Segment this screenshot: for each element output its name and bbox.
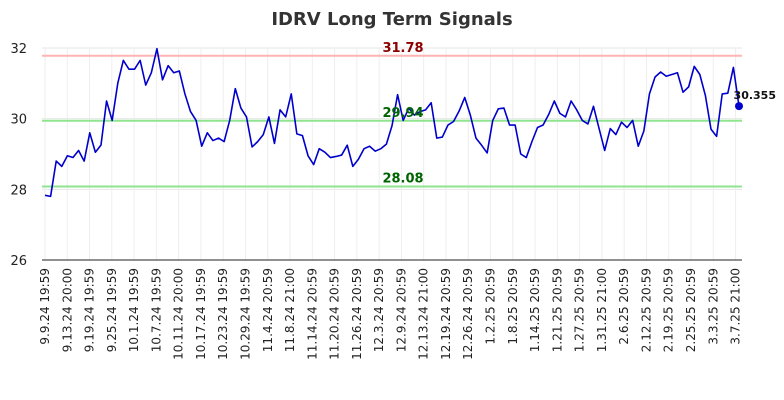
y-tick-label: 26 [10,254,27,269]
x-tick-label: 10.7.24 19:59 [149,268,163,352]
x-tick-label: 11.4.24 20:59 [261,268,275,352]
labels: 31.78 29.94 28.08 30.355 [382,41,776,187]
x-tick-label: 2.19.25 20:59 [662,268,676,352]
axes: 26 28 30 32 9.9.24 19:59 9.13.24 20:00 9.19.24… [10,42,742,360]
x-tick-label: 10.1.24 19:59 [127,268,141,352]
x-tick-label: 12.9.24 20:59 [394,268,408,352]
x-tick-label: 10.11.24 20:00 [172,268,186,360]
x-tick-label: 11.14.24 20:59 [305,268,319,360]
last-point-label: 30.355 [734,89,776,102]
reference-line-label: 31.78 [382,41,423,56]
y-tick-label: 30 [10,113,27,128]
x-tick-label: 10.17.24 19:59 [194,268,208,360]
x-tick-label: 9.25.24 19:59 [105,268,119,352]
x-tick-label: 11.26.24 20:59 [350,268,364,360]
x-tick-label: 1.8.25 20:59 [506,268,520,345]
last-point-marker [735,102,743,111]
series-line [44,47,740,198]
x-tick-label: 12.13.24 21:00 [417,268,431,360]
chart-title: IDRV Long Term Signals [271,9,512,30]
x-tick-label: 2.25.25 20:59 [684,268,698,352]
reference-lines [42,54,742,188]
x-tick-label: 2.6.25 20:59 [617,268,631,345]
x-tick-label: 3.7.25 21:00 [729,268,743,345]
y-tick-label: 32 [10,42,27,57]
x-tick-label: 11.8.24 21:00 [283,268,297,352]
x-tick-label: 1.27.25 20:59 [573,268,587,352]
series [44,47,743,198]
x-tick-label: 9.9.24 19:59 [38,268,52,345]
x-tick-label: 3.3.25 20:59 [706,268,720,345]
x-tick-label: 12.19.24 20:59 [439,268,453,360]
reference-line-label: 29.94 [382,106,423,121]
grid [42,47,742,261]
x-tick-label: 2.12.25 20:59 [639,268,653,352]
x-tick-label: 9.13.24 20:00 [60,268,74,352]
x-tick-label: 1.2.25 20:59 [484,268,498,345]
x-tick-label: 12.26.24 20:59 [461,268,475,360]
x-tick-label: 1.21.25 20:59 [550,268,564,352]
x-tick-label: 11.20.24 20:59 [328,268,342,360]
x-tick-label: 10.29.24 19:59 [238,268,252,360]
x-tick-label: 9.19.24 19:59 [83,268,97,352]
x-tick-label: 1.14.25 20:59 [528,268,542,352]
reference-line-label: 28.08 [382,172,423,187]
x-tick-label: 1.31.25 21:00 [595,268,609,352]
x-tick-label: 12.3.24 20:59 [372,268,386,352]
y-tick-label: 28 [10,183,27,198]
x-tick-label: 10.23.24 19:59 [216,268,230,360]
